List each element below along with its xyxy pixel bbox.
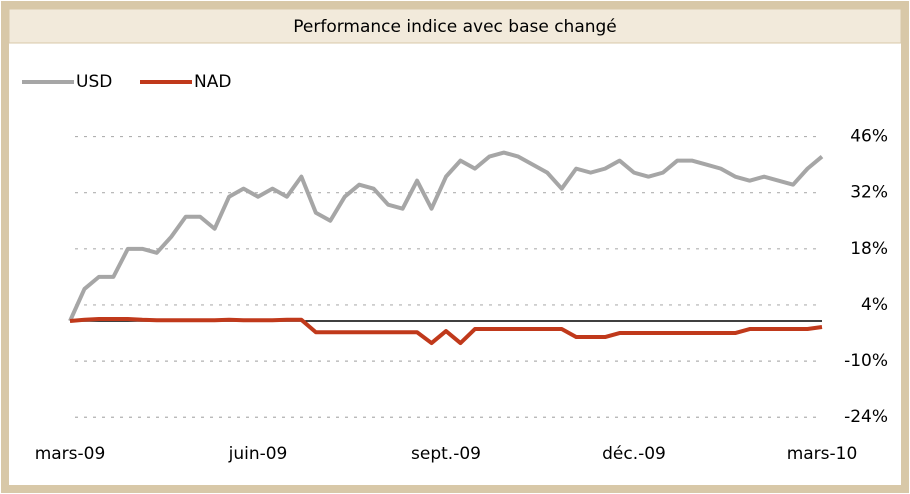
legend-label: USD	[76, 72, 112, 92]
y-tick-label: 18%	[850, 239, 888, 259]
x-tick-label: sept.-09	[411, 444, 481, 464]
y-tick-label: 4%	[861, 295, 888, 315]
x-tick-label: juin-09	[228, 444, 288, 464]
series-line	[68, 150, 824, 322]
y-tick-label: -10%	[844, 351, 888, 371]
x-tick-label: mars-10	[787, 444, 858, 464]
y-tick-label: 32%	[850, 183, 888, 203]
y-tick-label: 46%	[850, 127, 888, 147]
y-tick-label: -24%	[844, 407, 888, 427]
title-bar	[8, 8, 902, 44]
x-tick-label: déc.-09	[602, 444, 666, 464]
chart-title: Performance indice avec base changé	[293, 17, 617, 37]
legend-label: NAD	[194, 72, 231, 92]
x-tick-label: mars-09	[35, 444, 106, 464]
series-line	[69, 316, 823, 346]
